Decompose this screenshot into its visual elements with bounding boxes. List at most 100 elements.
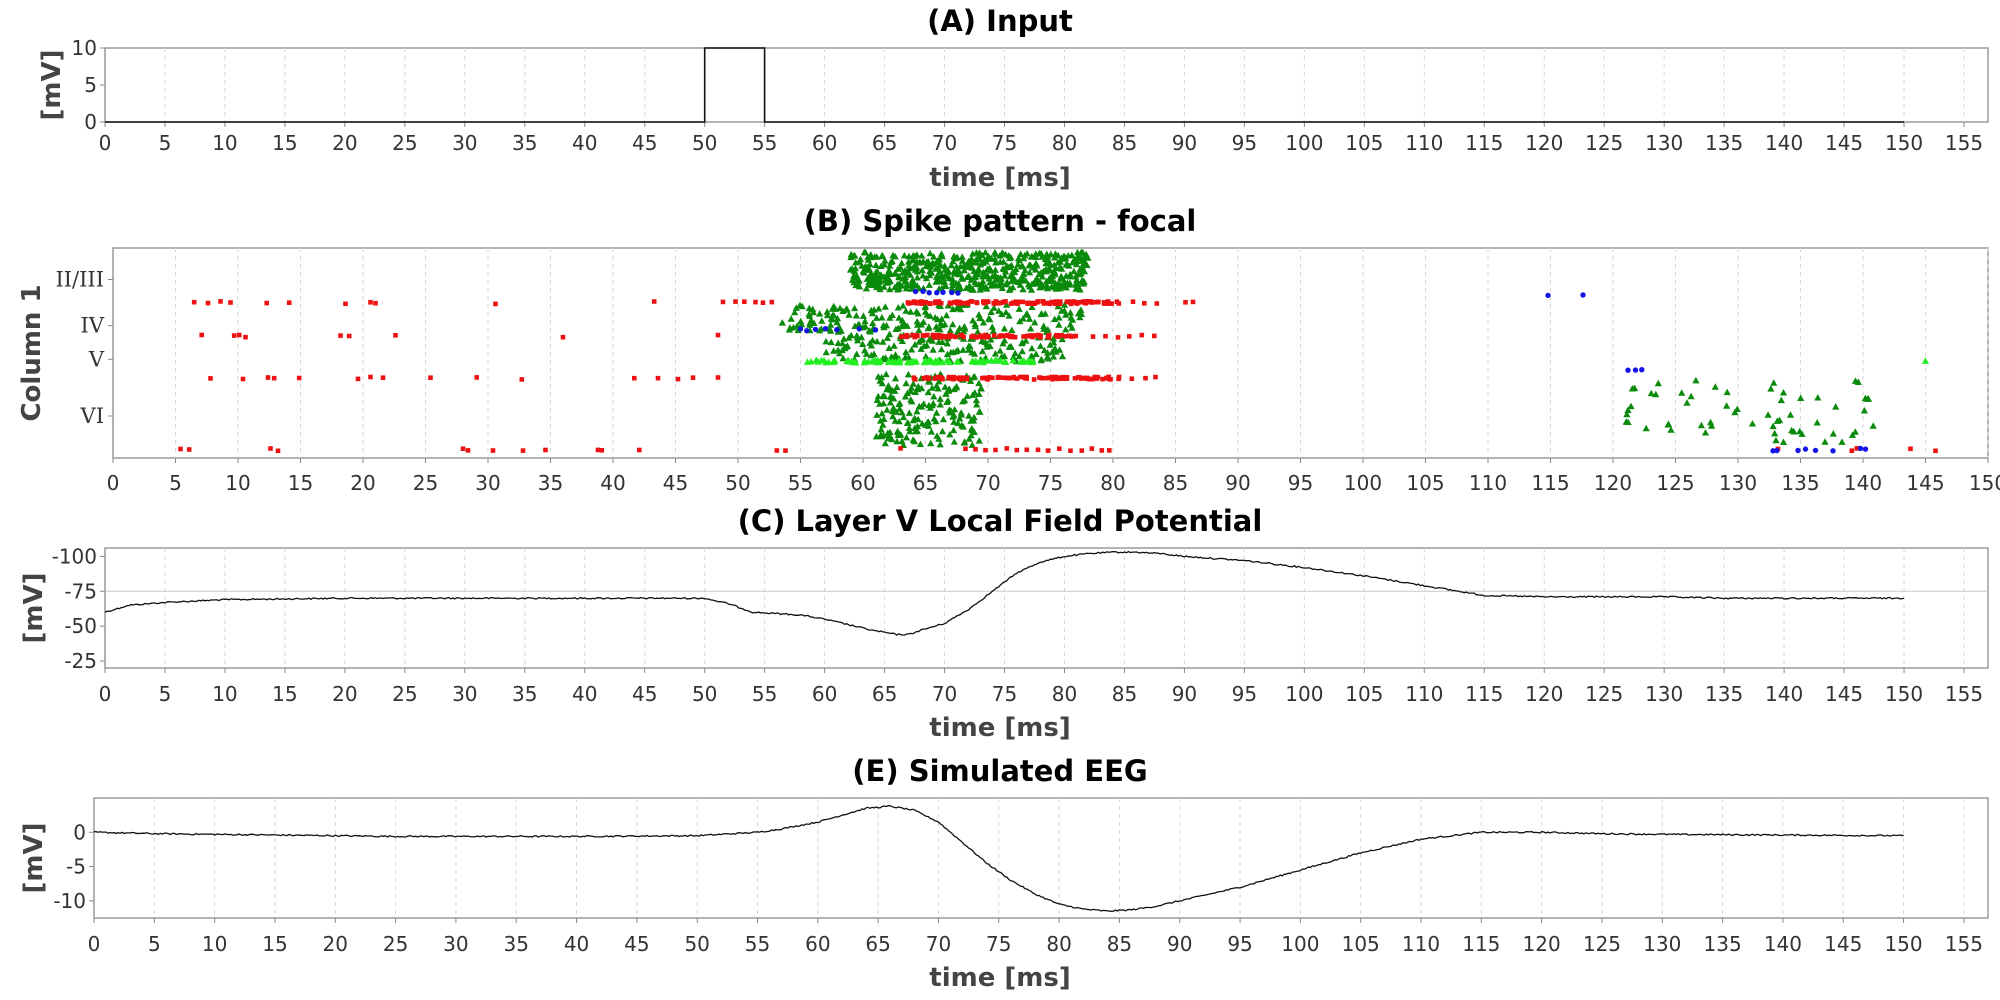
panel-b-x-ticks: 0 5 10 15 20 25 30 35 40 45 50 55 60 65 70 75 80 85 90 95 10… [107, 458, 2000, 495]
panel-e-series [93, 805, 1904, 912]
spike-point [854, 336, 862, 344]
panel-e-x-ticks: 0 5 10 15 20 25 30 35 40 45 50 55 60 65 70 75 80 85 90 95 10… [88, 918, 1983, 956]
spike-point [898, 408, 906, 416]
spike-point [978, 251, 986, 259]
spike-point [1042, 277, 1051, 285]
spike-point [915, 259, 923, 266]
spike-point [855, 258, 863, 265]
spike-point [861, 262, 869, 270]
spike-point [1066, 309, 1074, 316]
spike-point [828, 316, 836, 323]
spike-point [954, 358, 962, 365]
spike-point [924, 418, 933, 426]
x-tick-label: 25 [383, 932, 408, 956]
spike-point [1060, 255, 1068, 262]
x-tick-label: 65 [872, 131, 897, 155]
spike-point [1046, 335, 1052, 340]
spike-point [1107, 448, 1112, 453]
x-tick-label: 20 [332, 682, 357, 706]
spike-point [861, 356, 869, 364]
x-tick-label: 50 [684, 932, 709, 956]
spike-point [942, 390, 950, 397]
spike-point [1007, 253, 1015, 261]
spike-point [881, 439, 889, 447]
spike-point [972, 396, 980, 404]
spike-point [972, 258, 980, 265]
spike-point [872, 432, 880, 440]
spike-point [943, 398, 951, 405]
spike-point [1052, 299, 1057, 305]
spike-point [1642, 424, 1650, 432]
spike-point [1041, 299, 1047, 305]
x-tick-label: 30 [452, 131, 477, 155]
x-tick-label: 110 [1469, 471, 1507, 495]
x-tick-label: 80 [1100, 471, 1125, 495]
x-tick-label: 125 [1585, 682, 1623, 706]
spike-point [810, 319, 818, 326]
x-tick-label: 45 [632, 131, 657, 155]
spike-point [855, 277, 863, 284]
spike-point [900, 413, 908, 421]
spike-point [834, 339, 842, 346]
spike-point [918, 420, 926, 427]
spike-point [967, 377, 975, 384]
spike-point [850, 252, 858, 259]
spike-point [976, 408, 984, 415]
spike-point [965, 435, 973, 442]
spike-point [1068, 251, 1076, 258]
spike-point [834, 327, 840, 333]
spike-point [1009, 353, 1017, 360]
spike-point [923, 300, 929, 305]
x-tick-label: 75 [992, 682, 1017, 706]
x-tick-label: 30 [475, 471, 500, 495]
x-tick-label: 105 [1342, 932, 1380, 956]
spike-point [599, 448, 605, 453]
spike-point [880, 283, 888, 290]
spike-point [1005, 312, 1013, 319]
x-tick-label: 130 [1643, 932, 1681, 956]
spike-point [1032, 266, 1040, 273]
spike-point [1933, 448, 1938, 454]
spike-point [992, 259, 1000, 266]
spike-point [907, 384, 915, 391]
spike-point [922, 274, 930, 282]
spike-point [913, 268, 921, 275]
spike-point [1064, 299, 1070, 305]
spike-point [1647, 389, 1655, 397]
spike-point [338, 333, 343, 338]
spike-point [961, 325, 969, 332]
spike-point [842, 305, 850, 313]
spike-point [1000, 325, 1008, 332]
spike-point [899, 321, 907, 329]
spike-point [865, 278, 873, 286]
layer-label: IV [81, 314, 105, 338]
spike-point [968, 441, 976, 448]
spike-point [1043, 354, 1051, 361]
x-tick-label: 25 [413, 471, 438, 495]
spike-point [1733, 405, 1741, 412]
spike-point [1092, 375, 1098, 380]
spike-point [1009, 356, 1017, 364]
spike-point [907, 308, 915, 315]
spike-point [947, 261, 955, 269]
spike-point [1139, 332, 1145, 338]
panel-e-y-ticks: 0 -5 -10 [53, 820, 94, 913]
x-tick-label: 115 [1531, 471, 1569, 495]
spike-point [973, 401, 981, 408]
spike-point [1861, 394, 1869, 402]
x-tick-label: 85 [1107, 932, 1132, 956]
spike-point [974, 265, 983, 272]
x-tick-label: 105 [1345, 682, 1383, 706]
spike-point [1103, 333, 1108, 339]
spike-point [932, 300, 938, 306]
spike-point [1028, 303, 1036, 310]
spike-point [839, 354, 847, 362]
spike-point [904, 370, 912, 378]
spike-point [1055, 321, 1063, 328]
panel-spike-pattern: (B) Spike pattern - focal 0 5 10 15 20 25 30 35… [17, 204, 2000, 495]
panel-a-y-ticks: 0 5 10 [72, 36, 105, 134]
spike-point [1062, 311, 1070, 318]
spike-point [976, 357, 984, 364]
spike-point [368, 300, 373, 305]
spike-point [924, 388, 932, 396]
